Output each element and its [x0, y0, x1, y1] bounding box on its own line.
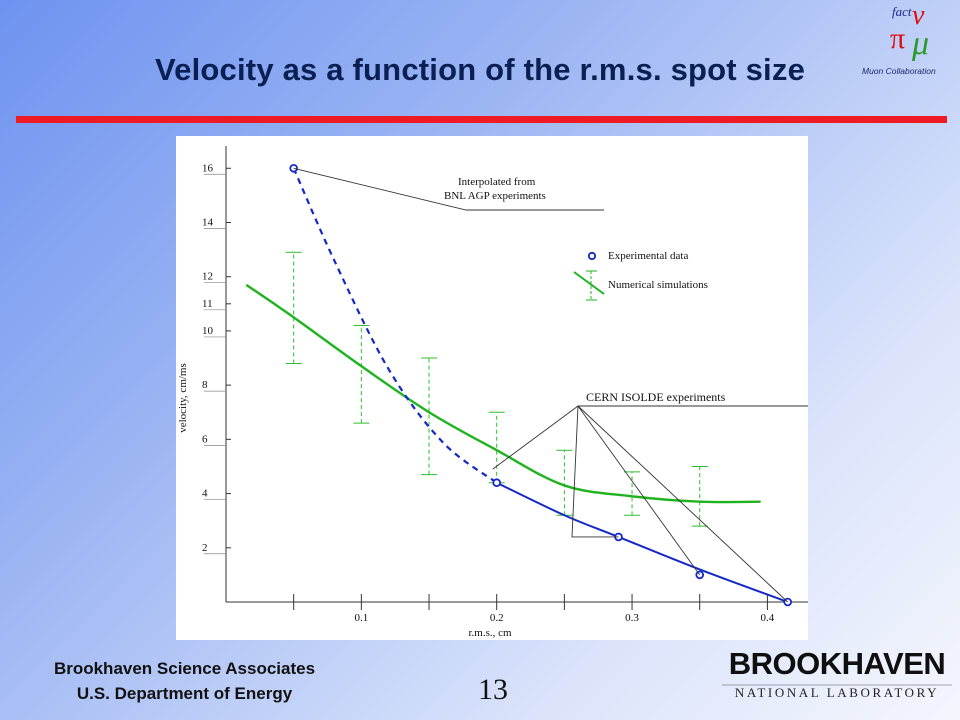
velocity-chart: 2 4 6 8 10 11 12 14 16 0.1 0.2 0.3 0.4 Experimental … — [176, 136, 808, 640]
annotation-bnl-leader — [293, 167, 604, 211]
annotation-cern-leader — [571, 405, 619, 538]
x-tick-label: 0.3 — [625, 612, 639, 624]
legend-experimental-marker — [587, 251, 597, 261]
svg-text:π: π — [890, 22, 905, 55]
logo-collab-text: Muon Collaboration — [862, 66, 936, 76]
y-tick-label: 14 — [202, 216, 214, 228]
logo-brookhaven-word: BROOKHAVEN — [729, 646, 946, 681]
y-tick-label: 6 — [202, 433, 208, 445]
x-tick-label: 0.1 — [354, 612, 368, 624]
footer-line-2: U.S. Department of Energy — [76, 684, 293, 703]
annotation-cern: CERN ISOLDE experiments — [586, 390, 726, 404]
chart-background — [176, 136, 808, 640]
legend-simulation-label: Numerical simulations — [608, 279, 708, 291]
y-tick-label: 12 — [202, 271, 213, 283]
brookhaven-logo: BROOKHAVEN NATIONAL LABORATORY — [722, 646, 952, 700]
annotation-bnl-line1: Interpolated from — [458, 176, 536, 188]
logo-lab-word: NATIONAL LABORATORY — [735, 685, 939, 700]
experimental-point — [492, 478, 501, 488]
y-tick-label: 16 — [202, 162, 214, 174]
y-tick-label: 10 — [202, 325, 214, 337]
nu-pi-mu-icon: fact ν π μ — [890, 2, 929, 62]
page-number: 13 — [478, 673, 508, 706]
chart-ticks: 2 4 6 8 10 11 12 14 16 0.1 0.2 0.3 0.4 — [202, 162, 775, 624]
footer-line-1: Brookhaven Science Associates — [53, 659, 316, 678]
chart-annotations — [293, 167, 808, 603]
x-tick-label: 0.2 — [490, 612, 504, 624]
y-tick-label: 8 — [202, 379, 208, 391]
x-tick-label: 0.4 — [761, 612, 775, 624]
bnl-extrapolation-line — [292, 167, 498, 484]
annotation-cern-leader — [577, 405, 701, 576]
legend-simulation-marker — [573, 271, 605, 295]
annotation-bnl-line2: BNL AGP experiments — [444, 190, 546, 202]
legend-experimental-label: Experimental data — [608, 250, 688, 262]
svg-text:ν: ν — [912, 2, 925, 31]
logo-fact-text: fact — [892, 4, 912, 19]
muon-collaboration-logo: fact ν π μ Muon Collaboration — [862, 2, 936, 76]
y-tick-label: 4 — [202, 488, 208, 500]
y-tick-label: 2 — [202, 542, 208, 554]
title-divider — [16, 116, 947, 123]
footer-organization: Brookhaven Science Associates U.S. Depar… — [42, 656, 327, 706]
chart-legend: Experimental data Numerical simulations — [573, 250, 708, 301]
simulation-curve — [245, 283, 761, 504]
chart-series — [245, 163, 792, 607]
annotation-cern-leader — [492, 405, 579, 470]
svg-text:μ: μ — [911, 25, 929, 62]
annotation-cern-leader — [577, 405, 789, 603]
x-axis-label: r.m.s., cm — [468, 627, 512, 639]
y-axis-label: velocity, cm/ms — [177, 363, 189, 433]
experimental-point — [289, 163, 298, 173]
slide-title: Velocity as a function of the r.m.s. spo… — [154, 52, 806, 87]
experimental-point — [695, 570, 705, 580]
y-tick-label: 11 — [202, 298, 213, 310]
